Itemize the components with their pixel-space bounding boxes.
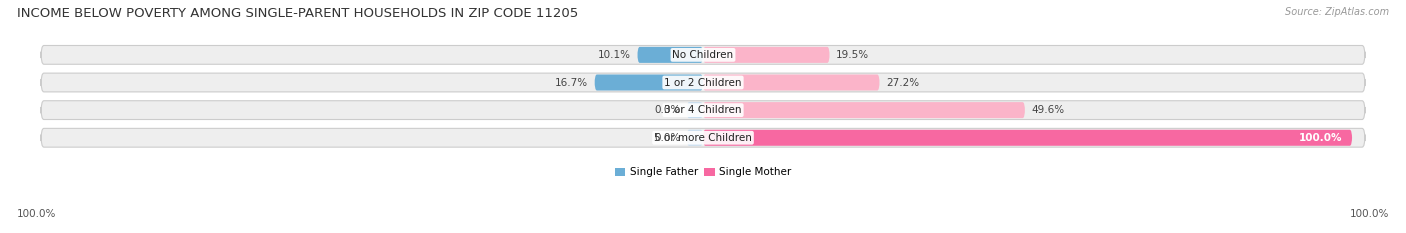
FancyBboxPatch shape [637,47,703,63]
FancyBboxPatch shape [41,128,1365,147]
FancyBboxPatch shape [686,102,703,118]
Text: 49.6%: 49.6% [1032,105,1064,115]
FancyBboxPatch shape [703,130,1353,146]
Text: 1 or 2 Children: 1 or 2 Children [664,78,742,88]
Text: 16.7%: 16.7% [555,78,588,88]
FancyBboxPatch shape [41,73,1365,92]
Text: 100.0%: 100.0% [17,209,56,219]
Text: 0.0%: 0.0% [654,133,681,143]
Text: No Children: No Children [672,50,734,60]
FancyBboxPatch shape [703,102,1025,118]
Text: 3 or 4 Children: 3 or 4 Children [664,105,742,115]
FancyBboxPatch shape [41,45,1365,64]
FancyBboxPatch shape [703,47,830,63]
FancyBboxPatch shape [703,75,880,90]
Text: 19.5%: 19.5% [837,50,869,60]
Text: 5 or more Children: 5 or more Children [654,133,752,143]
Text: 100.0%: 100.0% [1299,133,1343,143]
Text: 100.0%: 100.0% [1350,209,1389,219]
Text: INCOME BELOW POVERTY AMONG SINGLE-PARENT HOUSEHOLDS IN ZIP CODE 11205: INCOME BELOW POVERTY AMONG SINGLE-PARENT… [17,7,578,20]
FancyBboxPatch shape [595,75,703,90]
Text: 0.0%: 0.0% [654,105,681,115]
Text: 10.1%: 10.1% [598,50,631,60]
Text: Source: ZipAtlas.com: Source: ZipAtlas.com [1285,7,1389,17]
Text: 27.2%: 27.2% [886,78,920,88]
FancyBboxPatch shape [686,130,703,146]
FancyBboxPatch shape [41,101,1365,120]
Legend: Single Father, Single Mother: Single Father, Single Mother [610,163,796,182]
